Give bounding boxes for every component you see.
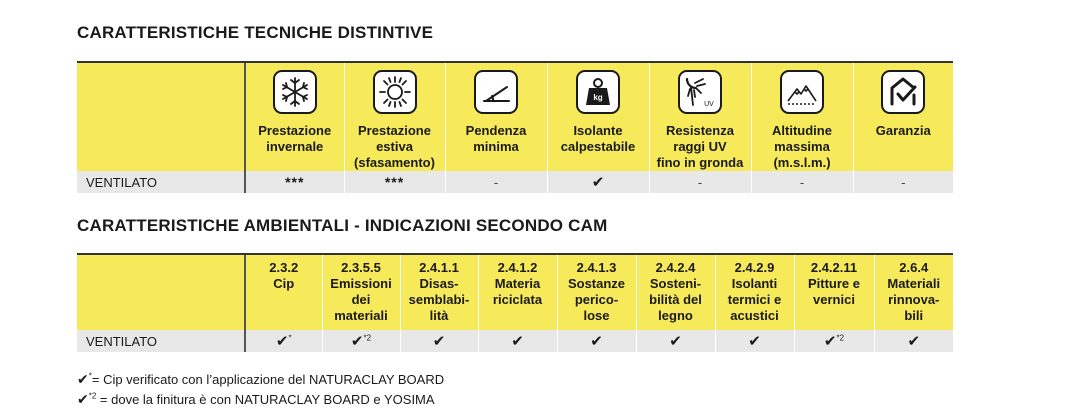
header-cam-2-4-2-4: 2.4.2.4 Sosteni-bilità del legno [635,255,715,330]
mountain-icon [780,70,824,114]
header-cam-2-4-2-9: 2.4.2.9 Isolanti termici e acustici [714,255,794,330]
sun-icon [372,70,417,114]
header-max-altitude: Altitudine massima (m.s.l.m.) [750,63,853,171]
environmental-cam-table: 2.3.2 Cip 2.3.5.5 Emissioni dei materiali 2.… [77,253,953,352]
weight-kg-icon: kg [576,70,620,114]
header-summer-performance: Prestazione estiva (sfasamento) [343,63,445,171]
uv-rays-icon: UV [678,70,722,114]
cam-cell-0: ✔* [244,330,322,352]
footnote-finish: ✔*2 = dove la finitura è con NATURACLAY … [77,391,435,407]
cell-slope: - [444,171,547,193]
header-cam-2-4-1-3: 2.4.1.3 Sostanze perico-lose [556,255,636,330]
svg-text:UV: UV [704,101,714,108]
cell-walkable: ✔ [546,171,649,193]
cam-cell-7: ✔*2 [793,330,874,352]
footnote-cip: ✔*= Cip verificato con l’applicazione de… [77,371,445,387]
cell-altitude: - [750,171,853,193]
section-title-environmental: CARATTERISTICHE AMBIENTALI - INDICAZIONI… [77,216,608,235]
cell-warranty: - [852,171,953,193]
cam-cell-5: ✔ [635,330,715,352]
cell-uv: - [648,171,751,193]
header-cam-2-4-1-1: 2.4.1.1 Disas-semblabi-lità [399,255,478,330]
header-walkable-insulation: kg Isolante calpestabile [546,63,649,171]
header-cam-2-4-1-2: 2.4.1.2 Materia riciclata [477,255,557,330]
row-label-ventilato: VENTILATO [77,171,246,193]
cam-cell-2: ✔ [399,330,478,352]
warranty-house-icon [881,70,926,114]
cam-cell-4: ✔ [556,330,636,352]
snowflake-icon [272,70,317,114]
row-label-ventilato: VENTILATO [77,330,246,352]
slope-icon [474,70,518,114]
cam-cell-6: ✔ [714,330,794,352]
header-cam-2-4-2-11: 2.4.2.11 Pitture e vernici [793,255,874,330]
cell-winter: *** [244,171,344,193]
cam-cell-1: ✔*2 [321,330,400,352]
cam-cell-3: ✔ [477,330,557,352]
header-warranty: Garanzia [852,63,953,171]
header-minimum-slope: Pendenza minima [444,63,547,171]
header-uv-resistance: UV Resistenza raggi UV fino in gronda [648,63,751,171]
section-title-technical: CARATTERISTICHE TECNICHE DISTINTIVE [77,23,434,42]
header-cam-2-3-5-5: 2.3.5.5 Emissioni dei materiali [321,255,400,330]
header-cam-2-6-4: 2.6.4 Materiali rinnova-bili [873,255,953,330]
header-empty-cell [77,63,246,171]
header-winter-performance: Prestazione invernale [244,63,344,171]
header-cam-2-3-2: 2.3.2 Cip [244,255,322,330]
cell-summer: *** [343,171,445,193]
header-empty-cell [77,255,246,330]
svg-text:kg: kg [593,93,602,102]
technical-features-table: Prestazione invernale Prestazione estiva (s… [77,61,953,193]
cam-cell-8: ✔ [873,330,953,352]
